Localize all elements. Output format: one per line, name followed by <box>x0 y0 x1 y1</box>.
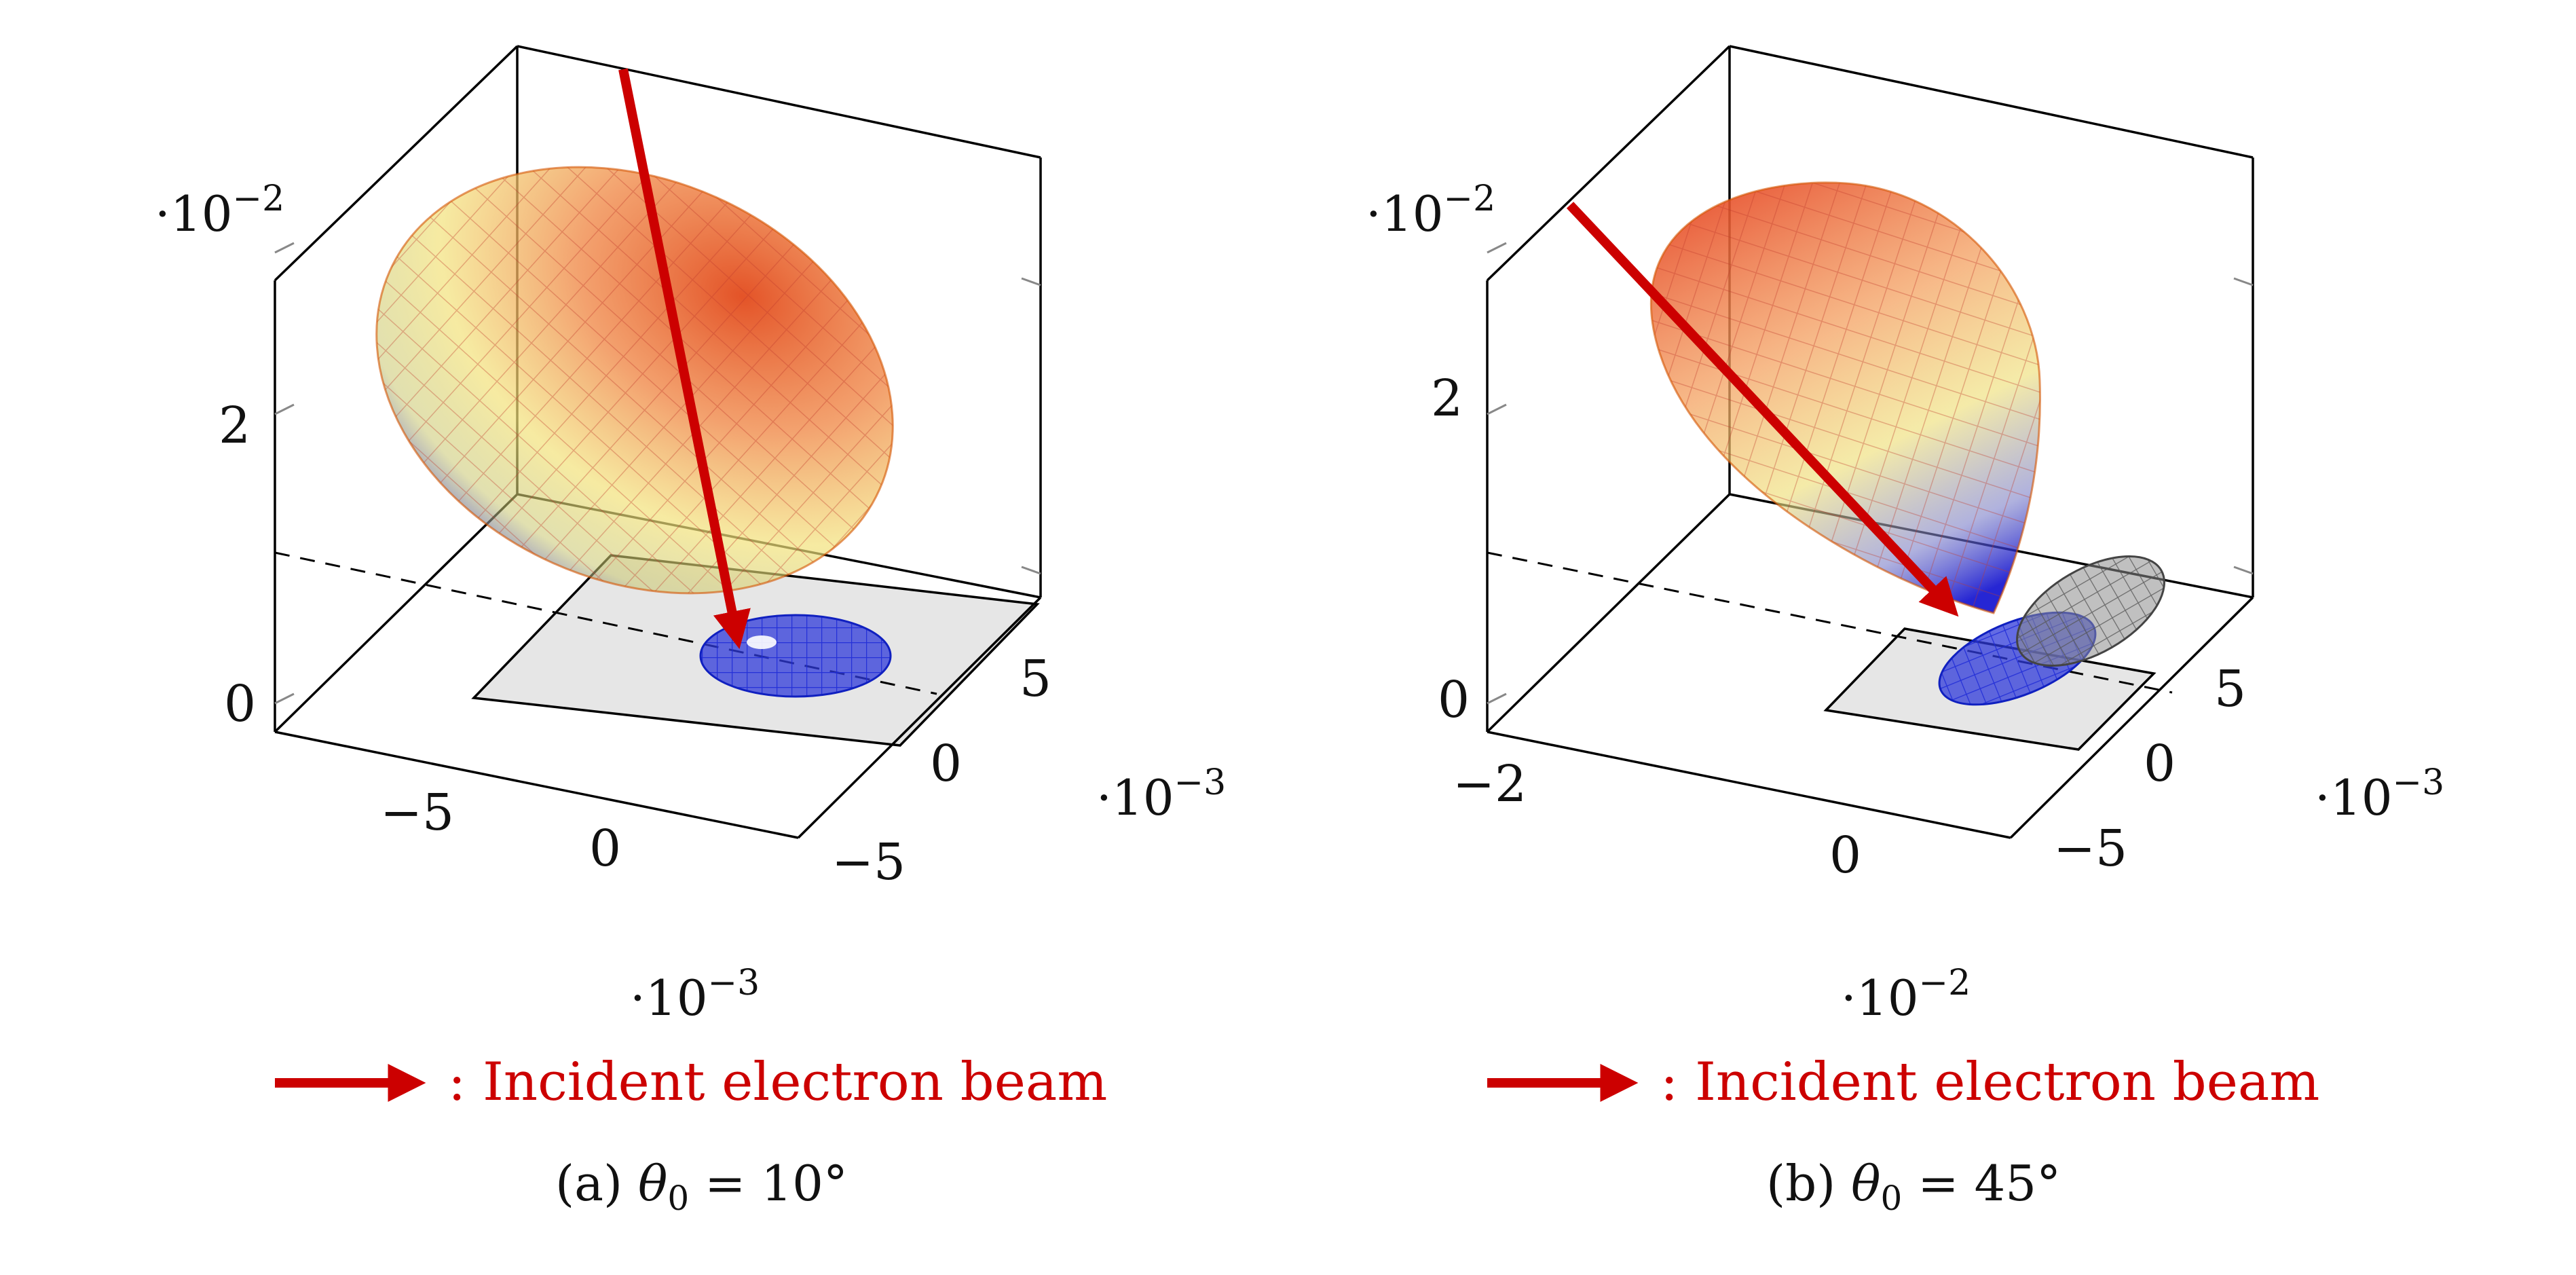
panel-b-emission-lobe-mesh <box>1649 181 2041 614</box>
panel-b-axis-tick-mark-4 <box>2233 277 2254 287</box>
panel-b-axis-tick-mark-0 <box>1487 692 1507 705</box>
panel-a: 2 0 −5 0 5 0 −5 ·10−2 ·10−3 ·10−3 : Inci… <box>155 45 1226 1218</box>
panel-a-incident-beam <box>618 68 751 649</box>
panel-b-axis-tick-mark-1 <box>1487 403 1507 415</box>
panel-b-beam-projection <box>1487 551 2173 694</box>
panel-a-blue-ring-mesh <box>699 614 892 698</box>
panel-a-ring-hole <box>747 635 777 649</box>
panel-b-y-tick-0: 0 <box>2144 735 2176 793</box>
panel-b-caption: (b) θ0 = 45° <box>1766 1155 2061 1218</box>
panel-b-incident-beam <box>1566 202 1959 617</box>
panel-b-x-tick-0: 0 <box>1829 826 1861 885</box>
panel-a-legend-label: : Incident electron beam <box>448 1052 1107 1113</box>
panel-b-legend-label: : Incident electron beam <box>1660 1052 2319 1113</box>
panel-a-axis-tick-mark-4 <box>1021 277 1041 287</box>
panel-b-x-tick-minus2: −2 <box>1453 755 1527 813</box>
panel-a-axis-tick-mark-3 <box>1021 566 1041 575</box>
panel-b-z-tick-0: 0 <box>1438 671 1470 729</box>
panel-a-x-multiplier: ·10−3 <box>630 963 760 1027</box>
panel-a-emission-lobe-mesh <box>375 166 894 595</box>
panel-a-z-tick-2: 2 <box>219 396 250 455</box>
panel-a-z-multiplier: ·10−2 <box>155 179 284 242</box>
panel-a-y-tick-0: 0 <box>930 735 962 793</box>
panel-b-grey-lobe-mesh <box>2016 555 2165 667</box>
panel-a-box-front <box>274 596 1042 839</box>
panel-a-axis-tick-mark-2 <box>274 242 295 254</box>
panel-a-caption: (a) θ0 = 10° <box>555 1155 848 1218</box>
panel-b-y-tick-5: 5 <box>2214 660 2246 718</box>
panel-a-y-tick-minus5: −5 <box>832 833 906 891</box>
panel-a-z-tick-0: 0 <box>224 675 256 733</box>
panel-b-box-front <box>1487 596 2254 839</box>
panel-a-beam-projection <box>274 551 937 695</box>
panel-b-axis-tick-mark-3 <box>2233 566 2254 575</box>
panel-a-axis-tick-mark-0 <box>274 692 295 705</box>
panel-b: 2 0 −2 0 5 0 −5 ·10−2 ·10−3 ·10−2 : Inci… <box>1366 45 2444 1218</box>
panel-b-y-multiplier: ·10−3 <box>2315 762 2444 826</box>
panel-b-z-multiplier: ·10−2 <box>1366 179 1495 242</box>
panel-a-y-tick-5: 5 <box>1020 650 1051 708</box>
panel-a-y-multiplier: ·10−3 <box>1096 762 1226 826</box>
panel-b-z-tick-2: 2 <box>1431 369 1463 428</box>
panel-a-axis-tick-mark-1 <box>274 403 295 415</box>
panel-a-x-tick-0: 0 <box>589 819 621 878</box>
panel-a-x-tick-minus5: −5 <box>380 783 454 842</box>
panel-b-y-tick-minus5: −5 <box>2053 819 2127 878</box>
panel-b-axis-tick-mark-2 <box>1487 242 1507 254</box>
panel-b-x-multiplier: ·10−2 <box>1841 963 1971 1027</box>
